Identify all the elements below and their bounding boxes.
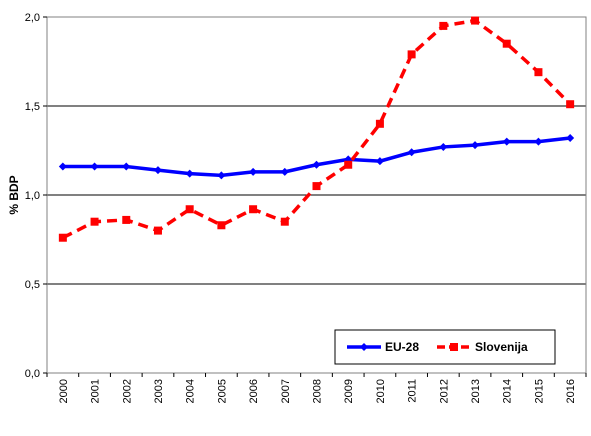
data-point-slovenija bbox=[502, 39, 511, 48]
data-point-slovenija bbox=[375, 119, 384, 128]
data-point-eu-28 bbox=[375, 157, 384, 166]
x-tick-label: 2015 bbox=[533, 379, 545, 403]
x-tick-label: 2010 bbox=[375, 379, 387, 403]
data-point-slovenija bbox=[122, 215, 131, 224]
x-tick-label: 2009 bbox=[343, 379, 355, 403]
x-tick-label: 2001 bbox=[90, 379, 102, 403]
x-tick-label: 2000 bbox=[58, 379, 70, 403]
data-point-slovenija bbox=[249, 205, 258, 214]
data-point-eu-28 bbox=[407, 148, 416, 157]
data-point-eu-28 bbox=[566, 134, 575, 143]
data-point-slovenija bbox=[407, 50, 416, 59]
x-tick-label: 2005 bbox=[216, 379, 228, 403]
legend-marker-slovenija bbox=[450, 343, 458, 351]
y-tick-label: 0,5 bbox=[25, 279, 40, 291]
series-slovenija bbox=[58, 16, 575, 242]
series-line-slovenija bbox=[62, 18, 572, 240]
data-point-eu-28 bbox=[249, 167, 258, 176]
x-axis-ticks: 2000 2001 2002 2003 2004 2005 2006 2007 2008 2009… bbox=[46, 373, 587, 403]
legend-marker-shape bbox=[360, 343, 368, 351]
x-tick-label: 2016 bbox=[565, 379, 577, 403]
data-point-slovenija bbox=[566, 100, 575, 109]
legend-label-eu-28: EU-28 bbox=[385, 340, 419, 354]
y-tick-label: 1,5 bbox=[25, 101, 40, 113]
data-point-slovenija bbox=[344, 160, 353, 169]
y-tick-label: 0,0 bbox=[25, 368, 40, 380]
data-point-slovenija bbox=[534, 68, 543, 77]
x-tick-label: 2011 bbox=[407, 379, 419, 403]
data-point-slovenija bbox=[185, 205, 194, 214]
legend-marker-eu-28 bbox=[360, 343, 368, 351]
data-point-eu-28 bbox=[439, 142, 448, 151]
data-point-slovenija bbox=[471, 16, 480, 25]
x-tick-label: 2006 bbox=[248, 379, 260, 403]
data-point-eu-28 bbox=[122, 162, 131, 171]
x-tick-label: 2008 bbox=[312, 379, 324, 403]
data-point-slovenija bbox=[90, 217, 99, 226]
data-point-slovenija bbox=[312, 182, 321, 191]
data-point-eu-28 bbox=[90, 162, 99, 171]
series-layer bbox=[58, 16, 575, 242]
grid-lines bbox=[47, 16, 586, 285]
y-tick-label: 2,0 bbox=[25, 12, 40, 24]
x-tick-label: 2014 bbox=[502, 379, 514, 403]
data-point-eu-28 bbox=[58, 162, 67, 171]
data-point-eu-28 bbox=[280, 167, 289, 176]
legend-marker-shape bbox=[450, 343, 458, 351]
y-tick-label: 1,0 bbox=[25, 190, 40, 202]
data-point-slovenija bbox=[439, 21, 448, 30]
series-eu-28 bbox=[58, 134, 575, 180]
data-point-slovenija bbox=[153, 226, 162, 235]
legend-label-slovenija: Slovenija bbox=[475, 340, 528, 354]
x-tick-label: 2002 bbox=[121, 379, 133, 403]
x-tick-label: 2003 bbox=[153, 379, 165, 403]
x-tick-label: 2007 bbox=[280, 379, 292, 403]
data-point-eu-28 bbox=[534, 137, 543, 146]
data-point-eu-28 bbox=[312, 160, 321, 169]
data-point-eu-28 bbox=[185, 169, 194, 178]
x-tick-label: 2012 bbox=[438, 379, 450, 403]
x-tick-label: 2004 bbox=[185, 379, 197, 403]
y-axis-ticks: 0,0 0,5 1,0 1,5 2,0 bbox=[25, 12, 47, 380]
data-point-eu-28 bbox=[217, 171, 226, 180]
data-point-eu-28 bbox=[153, 166, 162, 175]
legend: EU-28 Slovenija bbox=[334, 329, 556, 365]
data-point-slovenija bbox=[280, 217, 289, 226]
x-tick-label: 2013 bbox=[470, 379, 482, 403]
series-line-eu-28 bbox=[62, 136, 571, 178]
data-point-eu-28 bbox=[502, 137, 511, 146]
y-axis-title: % BDP bbox=[7, 175, 21, 214]
data-point-eu-28 bbox=[471, 141, 480, 150]
data-point-slovenija bbox=[58, 233, 67, 242]
data-point-slovenija bbox=[217, 221, 226, 230]
